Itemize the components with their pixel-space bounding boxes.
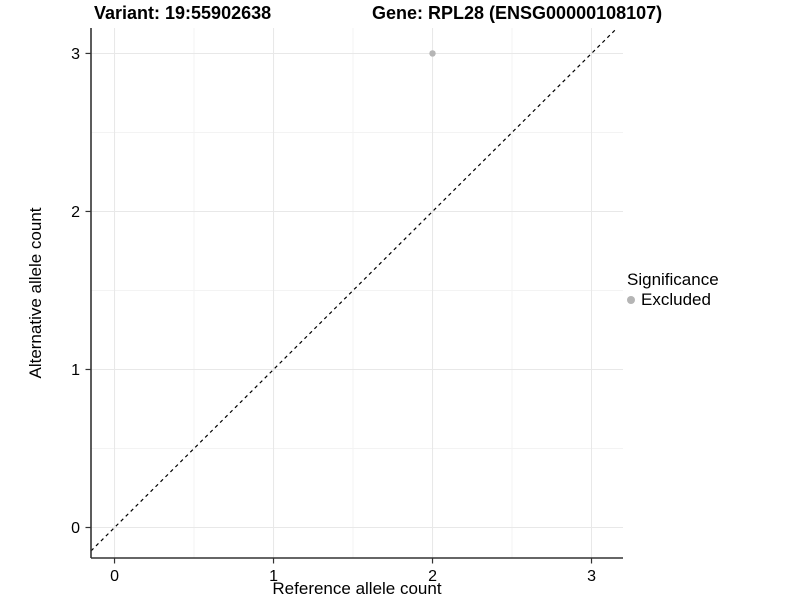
x-tick-label: 2 [428, 568, 437, 585]
plot-title-gene: Gene: RPL28 (ENSG00000108107) [372, 3, 663, 23]
x-tick-label: 0 [110, 568, 119, 585]
identity-line [90, 27, 618, 552]
y-tick-label: 3 [71, 46, 80, 63]
legend-title: Significance [627, 270, 719, 289]
data-point [429, 50, 436, 57]
plot-title-variant: Variant: 19:55902638 [94, 3, 272, 23]
y-tick-label: 1 [71, 362, 80, 379]
y-axis-title: Alternative allele count [26, 207, 45, 379]
x-tick-label: 1 [269, 568, 278, 585]
legend: Significance Excluded [627, 270, 719, 309]
legend-entry-label: Excluded [641, 290, 711, 309]
legend-entry-excluded: Excluded [627, 290, 719, 309]
y-tick-label: 0 [71, 520, 80, 537]
x-tick-label: 3 [587, 568, 596, 585]
y-tick-label: 2 [71, 204, 80, 221]
x-axis-title: Reference allele count [272, 579, 442, 598]
legend-point-icon [627, 295, 635, 304]
